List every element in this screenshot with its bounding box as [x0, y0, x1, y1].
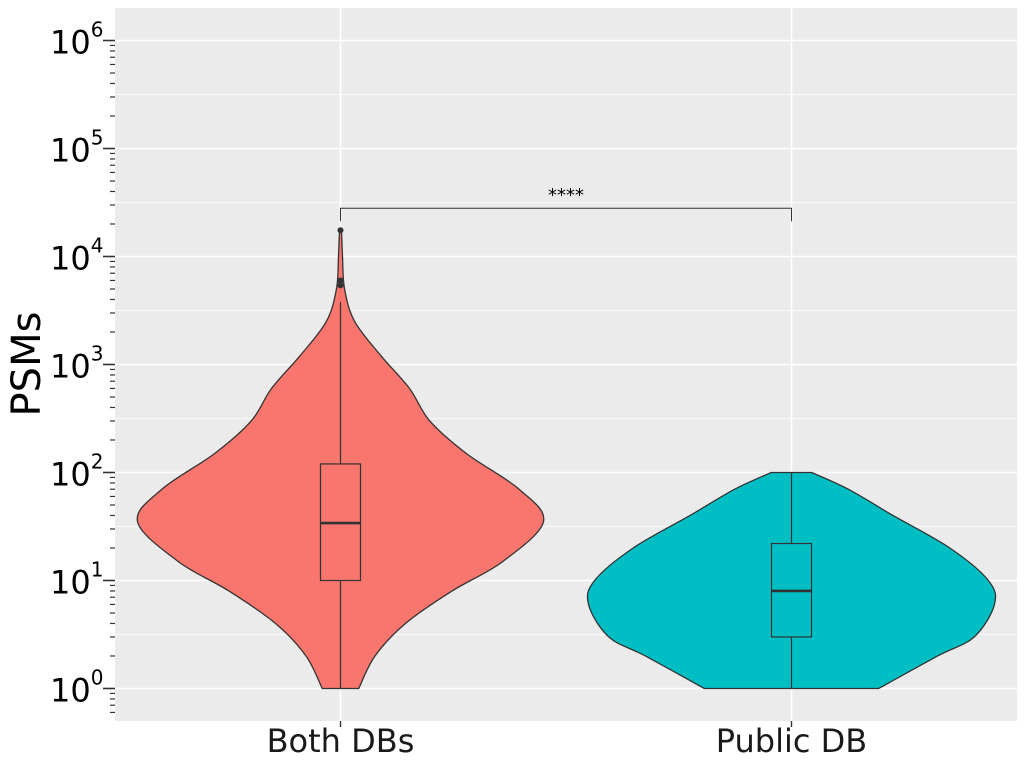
y-tick-label: 100	[50, 665, 103, 709]
y-tick-label: 102	[50, 449, 103, 493]
boxplots	[319, 227, 813, 689]
y-tick-label: 105	[50, 126, 103, 170]
y-axis: 100 101 102 103 104 105 106	[50, 18, 115, 714]
outlier-point	[337, 282, 344, 289]
x-tick-label: Public DB	[716, 722, 867, 760]
y-axis-title: PSMs	[4, 312, 50, 417]
significance-label: ****	[548, 185, 584, 206]
significance-bracket: ****	[340, 185, 792, 222]
y-tick-label: 104	[50, 234, 103, 278]
x-tick-label: Both DBs	[267, 722, 415, 760]
y-tick-label: 101	[50, 557, 103, 601]
bracket-line	[340, 207, 792, 222]
outlier-point	[337, 277, 344, 284]
outlier-point	[337, 227, 344, 234]
y-tick-label: 106	[50, 18, 103, 62]
y-tick-label: 103	[50, 342, 103, 386]
x-axis: Both DBs Public DB	[267, 721, 867, 760]
